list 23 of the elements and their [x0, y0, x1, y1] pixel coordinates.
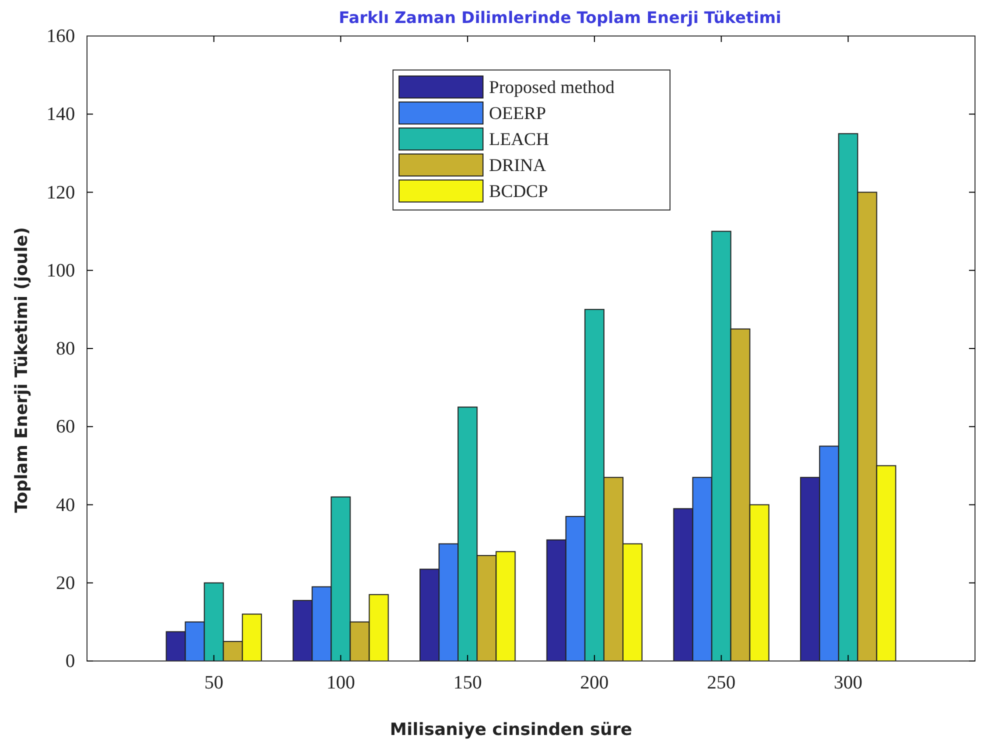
legend-label: OEERP: [489, 103, 546, 123]
y-tick-label: 0: [66, 651, 75, 672]
x-tick-label: 150: [453, 672, 482, 694]
y-tick-label: 100: [46, 260, 75, 282]
y-axis-title: Toplam Enerji Tüketimi (joule): [12, 227, 32, 513]
x-tick-label: 250: [707, 672, 736, 694]
legend-label: Proposed method: [489, 77, 614, 97]
y-tick-label: 20: [56, 572, 75, 594]
legend-label: BCDCP: [489, 181, 548, 201]
x-tick-label: 300: [834, 672, 862, 694]
y-tick-label: 140: [46, 104, 75, 126]
x-tick-label: 200: [580, 672, 609, 694]
legend-label: DRINA: [489, 155, 546, 175]
x-tick-label: 50: [204, 672, 224, 694]
y-tick-label: 60: [56, 416, 75, 438]
legend-label: LEACH: [489, 129, 549, 149]
y-tick-label: 160: [46, 26, 75, 48]
x-axis-title: Milisaniye cinsinden süre: [390, 720, 632, 740]
y-tick-label: 80: [56, 338, 75, 360]
y-tick-label: 120: [46, 182, 75, 204]
x-tick-label: 100: [326, 672, 355, 694]
y-tick-label: 40: [56, 494, 75, 516]
chart-title: Farklı Zaman Dilimlerinde Toplam Enerji Tüketimi: [338, 8, 782, 27]
